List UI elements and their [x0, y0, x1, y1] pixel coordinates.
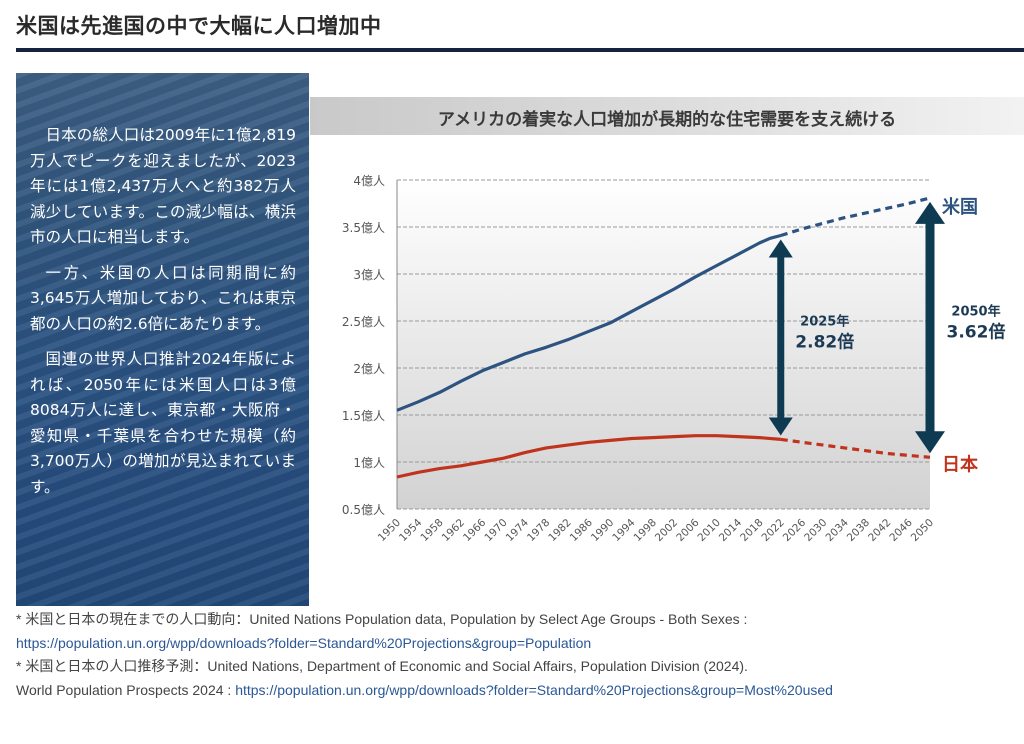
series-line	[396, 233, 782, 412]
double-arrow	[768, 239, 793, 436]
annotation-ratio-label: 2.82倍	[795, 331, 854, 352]
y-tick-label: 0.5億人	[342, 503, 385, 517]
x-tick-label: 1970	[482, 517, 509, 544]
x-tick-label: 1994	[610, 516, 638, 544]
y-tick-label: 2億人	[353, 362, 385, 376]
y-tick-label: 3億人	[353, 268, 385, 282]
annotation-year-label: 2025年	[800, 313, 849, 329]
side-paragraph: 一方、米国の人口は同期間に約3,645万人増加しており、これは東京都の人口の約2…	[30, 263, 296, 333]
side-text: 日本の総人口は2009年に1億2,819万人でピークを迎えましたが、2023年に…	[30, 123, 296, 510]
x-axis-ticks: 1950195419581962196619701974197819821986…	[376, 516, 936, 544]
series-lines	[396, 196, 931, 479]
x-tick-label: 2014	[717, 516, 745, 544]
x-tick-label: 2034	[823, 516, 851, 544]
side-panel: 日本の総人口は2009年に1億2,819万人でピークを迎えましたが、2023年に…	[16, 73, 309, 606]
y-tick-label: 1.5億人	[342, 409, 385, 423]
arrow-shaft	[925, 221, 935, 434]
x-tick-label: 2018	[738, 517, 765, 544]
y-tick-label: 2.5億人	[342, 315, 385, 329]
x-tick-label: 2026	[781, 516, 809, 544]
source-link[interactable]: https://population.un.org/wpp/downloads?…	[16, 634, 592, 651]
x-tick-label: 1978	[525, 517, 552, 544]
double-arrow	[915, 201, 945, 454]
x-tick-label: 2030	[802, 517, 829, 544]
x-tick-label: 2002	[653, 517, 680, 544]
x-tick-label: 1954	[397, 516, 425, 544]
y-axis-ticks: 0.5億人 1億人 1.5億人 2億人 2.5億人 3億人 3.5億人 4億人	[342, 174, 385, 517]
annotations: 2025年 2.82倍 2050年 3.62倍	[768, 201, 1006, 454]
x-tick-label: 1962	[440, 517, 467, 544]
arrow-head-up	[915, 201, 945, 224]
x-tick-label: 2050	[909, 517, 936, 544]
source-link[interactable]: https://population.un.org/wpp/downloads?…	[235, 681, 833, 698]
x-tick-label: 2010	[696, 517, 723, 544]
title-divider	[16, 48, 1024, 52]
arrow-head-down	[915, 431, 945, 454]
footnote-line: World Population Prospects 2024 : https:…	[16, 679, 833, 703]
x-tick-label: 1986	[568, 516, 596, 544]
footnotes: * 米国と日本の現在までの人口動向：United Nations Populat…	[16, 608, 833, 702]
annotation-ratio-label: 3.62倍	[947, 322, 1006, 343]
x-tick-label: 1974	[504, 516, 532, 544]
x-tick-label: 1958	[418, 517, 445, 544]
series-line	[396, 434, 781, 479]
side-paragraph: 国連の世界人口推計2024年版によれば、2050年には米国人口は3億8084万人…	[30, 350, 296, 496]
y-tick-label: 4億人	[353, 174, 385, 188]
footnote-text: * 米国と日本の人口推移予測：United Nations, Departmen…	[16, 658, 748, 674]
arrow-shaft	[777, 255, 785, 420]
series-line-projection	[780, 196, 931, 238]
x-tick-label: 1982	[546, 517, 573, 544]
chart-title-banner: アメリカの着実な人口増加が長期的な住宅需要を支え続ける	[310, 97, 1024, 135]
footnote-line: * 米国と日本の現在までの人口動向：United Nations Populat…	[16, 608, 833, 632]
x-tick-label: 2042	[866, 517, 893, 544]
series-label-japan: 日本	[942, 453, 978, 475]
x-tick-label: 1950	[376, 517, 403, 544]
arrow-head-up	[768, 239, 793, 258]
footnote-line: * 米国と日本の人口推移予測：United Nations, Departmen…	[16, 655, 833, 679]
x-tick-label: 2038	[845, 517, 872, 544]
x-tick-label: 2046	[887, 516, 915, 544]
x-tick-label: 1966	[461, 516, 489, 544]
footnote-text: * 米国と日本の現在までの人口動向：United Nations Populat…	[16, 611, 748, 627]
x-tick-label: 1990	[589, 517, 616, 544]
series-line-projection	[780, 437, 931, 459]
chart-title: アメリカの着実な人口増加が長期的な住宅需要を支え続ける	[437, 110, 897, 130]
footnote-line: https://population.un.org/wpp/downloads?…	[16, 632, 833, 656]
arrow-head-down	[768, 417, 793, 436]
x-tick-label: 2006	[674, 516, 702, 544]
side-paragraph: 日本の総人口は2009年に1億2,819万人でピークを迎えましたが、2023年に…	[30, 126, 296, 246]
plot-background	[397, 180, 930, 509]
y-tick-label: 1億人	[353, 456, 385, 470]
footnote-text: World Population Prospects 2024 :	[16, 681, 236, 698]
page-title: 米国は先進国の中で大幅に人口増加中	[16, 14, 382, 38]
x-tick-label: 1998	[632, 517, 659, 544]
grid-lines	[396, 179, 930, 510]
series-label-usa: 米国	[942, 196, 978, 218]
annotation-year-label: 2050年	[951, 304, 1000, 320]
y-tick-label: 3.5億人	[342, 221, 385, 235]
x-tick-label: 2022	[759, 517, 786, 544]
